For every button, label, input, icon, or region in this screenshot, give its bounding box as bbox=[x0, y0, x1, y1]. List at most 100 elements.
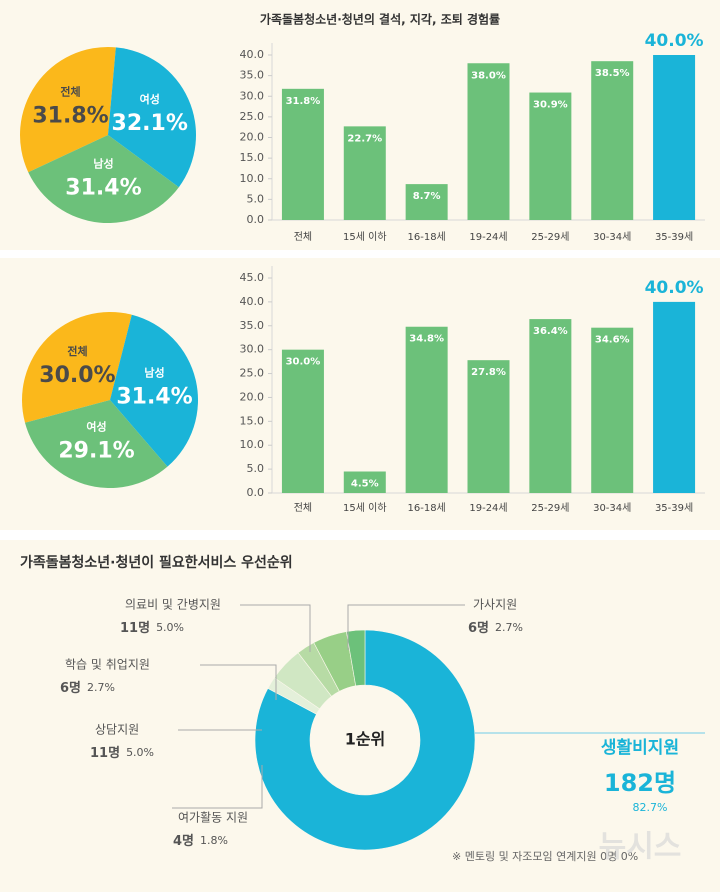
y-tick-label: 0.0 bbox=[247, 213, 265, 226]
segment-value: 2.7% bbox=[87, 681, 115, 694]
pie-slice bbox=[110, 314, 198, 467]
segment-count: 11명 bbox=[120, 620, 150, 636]
bar-value-label: 40.0% bbox=[645, 278, 704, 298]
bar-value-label: 38.5% bbox=[595, 68, 630, 79]
x-tick-label: 전체 bbox=[294, 502, 312, 514]
segment-count: 6명 bbox=[468, 620, 489, 636]
chart-title: 가족돌봄청소년·청년이 필요한서비스 우선순위 bbox=[20, 554, 293, 571]
bar-value-label: 22.7% bbox=[347, 133, 382, 144]
x-tick-label: 35-39세 bbox=[655, 231, 693, 243]
x-tick-label: 30-34세 bbox=[593, 231, 631, 243]
bar-value-label: 36.4% bbox=[533, 326, 568, 337]
watermark: 뉴시스 bbox=[599, 830, 682, 865]
leader-line bbox=[347, 604, 465, 650]
donut-segment bbox=[346, 629, 366, 687]
slice-value: 29.1% bbox=[58, 439, 134, 464]
y-tick-label: 30.0 bbox=[240, 343, 265, 356]
x-tick-label: 19-24세 bbox=[469, 231, 507, 243]
x-tick-label: 16-18세 bbox=[408, 502, 446, 514]
bar-value-label: 34.6% bbox=[595, 335, 630, 346]
bar-value-label: 38.0% bbox=[471, 70, 506, 81]
segment-count: 11명 bbox=[90, 745, 120, 761]
segment-figures: 6명 2.7% bbox=[468, 620, 523, 636]
slice-value: 31.8% bbox=[32, 104, 108, 129]
x-tick-label: 35-39세 bbox=[655, 502, 693, 514]
y-tick-label: 25.0 bbox=[240, 367, 265, 380]
x-tick-label: 19-24세 bbox=[469, 502, 507, 514]
bar bbox=[281, 349, 324, 493]
slice-label: 전체 bbox=[60, 85, 80, 99]
bar-value-label: 30.9% bbox=[533, 100, 568, 111]
y-tick-label: 30.0 bbox=[240, 89, 265, 102]
segment-value: 82.7% bbox=[633, 801, 668, 814]
bar bbox=[405, 326, 448, 493]
y-tick-label: 15.0 bbox=[240, 414, 265, 427]
bar bbox=[529, 92, 572, 220]
segment-label: 생활비지원 bbox=[601, 737, 679, 758]
segment-value: 5.0% bbox=[126, 746, 154, 759]
y-tick-label: 35.0 bbox=[240, 69, 265, 82]
segment-value: 2.7% bbox=[495, 621, 523, 634]
bar bbox=[467, 63, 510, 220]
bar bbox=[281, 88, 324, 220]
bar-value-label: 4.5% bbox=[351, 479, 379, 490]
slice-value: 31.4% bbox=[65, 176, 141, 201]
annotation: ※ 멘토링 및 자조모임 연계지원 0명 0% bbox=[452, 850, 638, 863]
bar-value-label: 30.0% bbox=[286, 357, 321, 368]
bar bbox=[653, 301, 696, 493]
x-tick-label: 16-18세 bbox=[408, 231, 446, 243]
pie-slice bbox=[20, 46, 116, 173]
y-tick-label: 40.0 bbox=[240, 48, 265, 61]
y-tick-label: 40.0 bbox=[240, 295, 265, 308]
bar bbox=[591, 61, 634, 220]
bar bbox=[343, 126, 386, 220]
bar bbox=[591, 327, 634, 493]
segment-count: 4명 bbox=[173, 833, 194, 849]
segment-figures: 4명 1.8% bbox=[173, 833, 228, 849]
slice-value: 31.4% bbox=[116, 385, 192, 410]
segment-label: 학습 및 취업지원 bbox=[65, 658, 150, 672]
y-tick-label: 35.0 bbox=[240, 319, 265, 332]
y-tick-label: 45.0 bbox=[240, 271, 265, 284]
x-tick-label: 25-29세 bbox=[531, 502, 569, 514]
segment-count: 6명 bbox=[60, 680, 81, 696]
segment-label: 가사지원 bbox=[473, 598, 517, 612]
bar bbox=[529, 319, 572, 493]
pie-slice bbox=[22, 312, 132, 423]
donut-center-label: 1순위 bbox=[345, 730, 386, 749]
segment-count: 182명 bbox=[604, 769, 676, 797]
y-tick-label: 10.0 bbox=[240, 172, 265, 185]
slice-value: 32.1% bbox=[112, 111, 188, 136]
x-tick-label: 25-29세 bbox=[531, 231, 569, 243]
slice-label: 전체 bbox=[67, 344, 87, 358]
y-tick-label: 5.0 bbox=[247, 462, 265, 475]
y-tick-label: 5.0 bbox=[247, 192, 265, 205]
x-tick-label: 30-34세 bbox=[593, 502, 631, 514]
pie-slice bbox=[24, 400, 168, 488]
leader-line bbox=[172, 765, 263, 809]
segment-value: 5.0% bbox=[156, 621, 184, 634]
pie-slice bbox=[108, 47, 196, 188]
y-tick-label: 25.0 bbox=[240, 110, 265, 123]
segment-label: 의료비 및 간병지원 bbox=[125, 598, 221, 612]
segment-label: 상담지원 bbox=[95, 723, 139, 737]
x-tick-label: 15세 이하 bbox=[343, 230, 387, 243]
chart-title: 가족돌봄청소년·청년의 결석, 지각, 조퇴 경험률 bbox=[260, 12, 500, 27]
bar-value-label: 31.8% bbox=[286, 96, 321, 107]
bar bbox=[343, 471, 386, 493]
segment-figures: 11명 5.0% bbox=[90, 745, 154, 761]
y-tick-label: 10.0 bbox=[240, 438, 265, 451]
slice-label: 여성 bbox=[86, 420, 106, 434]
x-tick-label: 전체 bbox=[294, 231, 312, 243]
segment-value: 1.8% bbox=[200, 834, 228, 847]
segment-label: 여가활동 지원 bbox=[178, 811, 248, 825]
segment-figures: 11명 5.0% bbox=[120, 620, 184, 636]
bar-value-label: 40.0% bbox=[645, 31, 704, 51]
segment-figures: 6명 2.7% bbox=[60, 680, 115, 696]
leader-line bbox=[240, 604, 311, 652]
slice-label: 남성 bbox=[144, 366, 164, 380]
bar-value-label: 8.7% bbox=[413, 191, 441, 202]
pie-slice bbox=[28, 135, 179, 224]
y-tick-label: 0.0 bbox=[247, 486, 265, 499]
